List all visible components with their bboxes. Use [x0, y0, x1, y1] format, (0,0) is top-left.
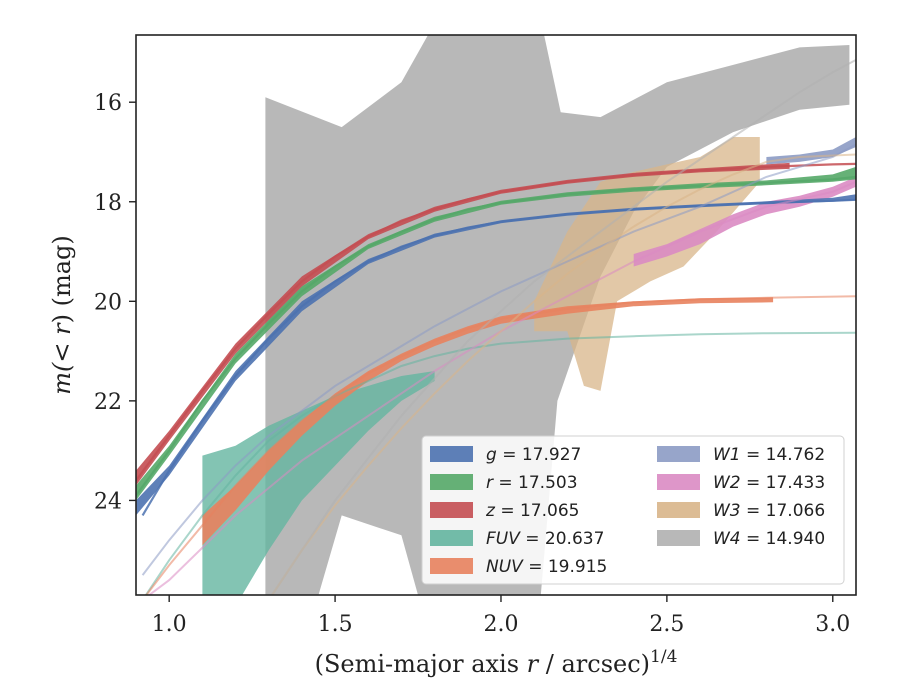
fit-line-w1 [141, 143, 856, 576]
fit-curves [136, 59, 856, 595]
legend-swatch-z [430, 502, 473, 518]
x-tick-label: 2.5 [649, 612, 684, 637]
legend-swatch-nuv [430, 558, 473, 574]
legend-label-nuv: NUV = 19.915 [486, 557, 607, 577]
x-tick-label: 2.0 [483, 612, 518, 637]
band-w1 [766, 137, 856, 165]
x-tick-label: 1.0 [152, 612, 187, 637]
legend-swatch-w3 [657, 502, 700, 518]
band-w3 [534, 137, 760, 391]
legend-swatch-w1 [657, 446, 700, 462]
legend-swatch-w2 [657, 474, 700, 490]
legend-label-w1: W1 = 14.762 [713, 445, 825, 465]
x-tick-label: 3.0 [815, 612, 850, 637]
legend-label-w3: W3 = 17.066 [713, 501, 825, 521]
legend-label-w2: W2 = 17.433 [713, 473, 825, 493]
legend-label-g: g = 17.927 [486, 445, 581, 465]
y-tick-label: 16 [94, 91, 122, 116]
y-axis-title: m(< r) (mag) [48, 235, 76, 395]
plot-frame [135, 34, 857, 596]
x-tick-label: 1.5 [318, 612, 353, 637]
fit-line-fuv [144, 331, 856, 595]
fit-line-nuv [145, 295, 856, 595]
band-nuv [202, 297, 774, 546]
x-axis-ticks: 1.0 1.5 2.0 2.5 3.0 [152, 595, 850, 637]
fit-line-w4 [270, 59, 856, 595]
fit-line-g [141, 198, 856, 516]
legend-swatch-g [430, 446, 473, 462]
legend-box [421, 435, 845, 585]
legend-label-r: r = 17.503 [486, 473, 578, 493]
legend-label-fuv: FUV = 20.637 [486, 529, 604, 549]
legend-label-w4: W4 = 14.940 [713, 529, 825, 549]
confidence-bands [136, 35, 856, 595]
y-tick-label: 22 [94, 390, 122, 415]
legend-swatch-w4 [657, 530, 700, 546]
y-tick-label: 24 [94, 489, 122, 514]
band-fuv [202, 371, 435, 595]
fit-line-w3 [270, 153, 856, 595]
y-tick-label: 20 [94, 290, 122, 315]
y-axis-ticks: 16 18 20 22 24 [94, 91, 136, 514]
legend-swatch-fuv [430, 530, 473, 546]
fit-line-z [136, 162, 856, 482]
y-tick-label: 18 [94, 191, 122, 216]
legend-label-z: z = 17.065 [485, 501, 579, 521]
x-axis-title: (Semi-major axis r / arcsec)1/4 [315, 647, 678, 678]
legend: g = 17.927 r = 17.503 z = 17.065 FUV = 20.6… [421, 435, 845, 585]
legend-swatch-r [430, 474, 473, 490]
